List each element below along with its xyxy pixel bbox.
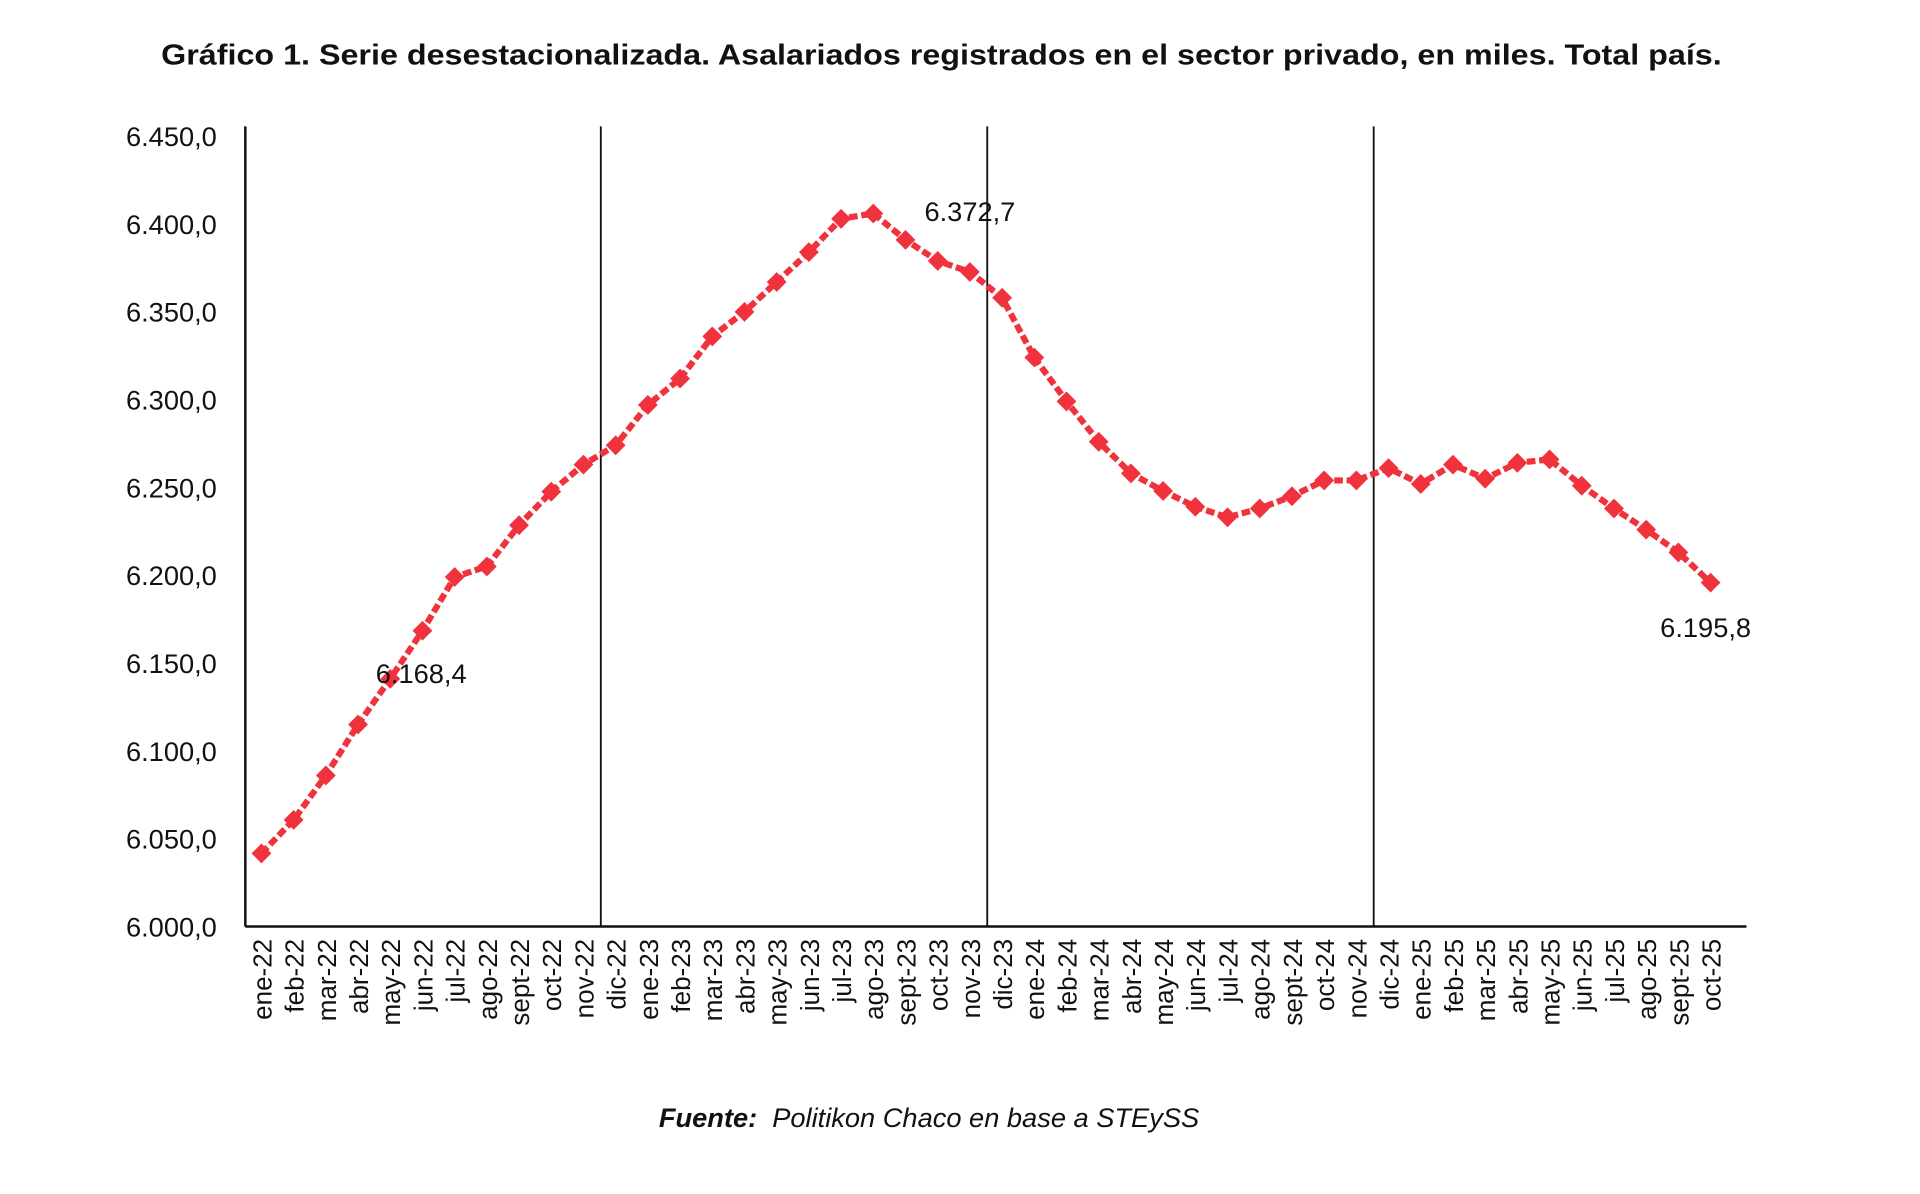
x-tick-label: ago-22: [473, 939, 503, 1020]
x-tick-label: oct-22: [537, 939, 567, 1011]
x-tick-label: jul-23: [827, 939, 857, 1004]
source-note: Fuente: Politikon Chaco en base a STEySS: [659, 1102, 1199, 1133]
data-point-ago-24: [1249, 498, 1270, 519]
data-point-jul-23: [831, 208, 852, 229]
x-tick-label: jul-24: [1213, 939, 1243, 1004]
x-tick-label: jul-22: [441, 939, 471, 1004]
data-point-oct-24: [1314, 470, 1335, 491]
data-point-mar-25: [1475, 468, 1496, 489]
series-line: [259, 210, 1713, 856]
data-point-jun-25: [1571, 475, 1592, 496]
data-point-sept-22: [509, 515, 529, 536]
x-tick-label: jun-25: [1568, 939, 1598, 1012]
x-tick-label: sept-25: [1664, 939, 1694, 1026]
data-point-abr-24: [1121, 463, 1141, 484]
data-point-oct-22: [541, 481, 562, 502]
x-tick-label: ene-24: [1020, 939, 1050, 1020]
data-point-may-25: [1539, 449, 1560, 470]
x-tick-label: nov-23: [956, 939, 986, 1018]
data-label: 6.168,4: [376, 658, 467, 689]
y-tick-label: 6.450,0: [126, 121, 217, 152]
x-tick-label: mar-24: [1085, 939, 1115, 1021]
data-point-jun-24: [1185, 496, 1206, 517]
x-tick-label: sept-22: [505, 939, 535, 1026]
x-tick-label: dic-24: [1374, 939, 1404, 1010]
x-tick-label: may-25: [1535, 939, 1565, 1026]
x-tick-label: oct-24: [1310, 939, 1340, 1011]
data-point-feb-25: [1443, 454, 1463, 475]
x-tick-label: feb-23: [666, 939, 696, 1013]
x-tick-label: feb-24: [1052, 939, 1082, 1013]
data-point-nov-23: [960, 262, 980, 282]
x-tick-label: jun-23: [795, 939, 825, 1012]
x-tick-label: feb-22: [280, 939, 310, 1013]
data-point-dic-24: [1378, 458, 1399, 479]
x-tick-label: jun-22: [408, 939, 438, 1012]
y-tick-label: 6.400,0: [126, 209, 217, 240]
x-tick-label: may-24: [1149, 939, 1179, 1026]
x-tick-label: ene-22: [247, 939, 277, 1020]
data-point-ene-23: [637, 395, 658, 415]
data-point-sept-24: [1282, 486, 1302, 507]
data-point-ago-22: [476, 556, 497, 577]
x-tick-label: abr-24: [1117, 939, 1147, 1014]
x-tick-label: abr-22: [344, 939, 374, 1014]
x-tick-label: sept-24: [1278, 939, 1308, 1026]
x-tick-label: dic-22: [602, 939, 632, 1010]
x-tick-label: nov-22: [569, 939, 599, 1018]
x-tick-label: mar-25: [1471, 939, 1501, 1021]
x-tick-label: may-23: [763, 939, 793, 1026]
data-point-jun-23: [798, 242, 819, 263]
data-point-feb-23: [670, 368, 690, 389]
data-point-abr-22: [348, 714, 368, 735]
y-tick-label: 6.050,0: [126, 824, 217, 855]
data-point-mar-22: [315, 765, 336, 786]
x-tick-label: dic-23: [988, 939, 1018, 1010]
y-tick-label: 6.300,0: [126, 385, 217, 416]
x-tick-label: ago-25: [1632, 939, 1662, 1020]
data-point-ene-25: [1410, 474, 1431, 494]
data-point-abr-23: [734, 301, 755, 322]
x-tick-label: abr-23: [730, 939, 760, 1014]
y-tick-label: 6.200,0: [126, 560, 217, 591]
x-tick-label: mar-23: [698, 939, 728, 1021]
x-tick-label: mar-22: [312, 939, 342, 1021]
y-tick-label: 6.150,0: [126, 648, 217, 679]
data-point-may-24: [1153, 481, 1174, 501]
y-tick-label: 6.250,0: [126, 472, 217, 503]
data-point-nov-24: [1346, 470, 1367, 491]
x-tick-label: ene-23: [634, 939, 664, 1020]
data-point-dic-23: [992, 287, 1013, 308]
x-tick-label: abr-25: [1503, 939, 1533, 1014]
y-tick-label: 6.350,0: [126, 297, 217, 328]
x-tick-label: jul-25: [1600, 939, 1630, 1004]
data-point-jul-25: [1604, 498, 1624, 519]
x-tick-label: sept-23: [891, 939, 921, 1026]
data-point-jul-24: [1217, 507, 1238, 528]
chart-title: Gráfico 1. Serie desestacionalizada. Asa…: [161, 39, 1722, 71]
x-tick-label: ago-24: [1246, 939, 1276, 1020]
y-tick-label: 6.100,0: [126, 736, 217, 767]
data-label: 6.195,8: [1660, 612, 1751, 643]
x-tick-label: oct-23: [924, 939, 954, 1011]
source-label: Fuente:: [659, 1102, 757, 1133]
source-text: Politikon Chaco en base a STEySS: [772, 1102, 1199, 1133]
x-tick-label: nov-24: [1342, 939, 1372, 1018]
data-point-jul-22: [444, 567, 465, 587]
x-tick-label: may-22: [376, 939, 406, 1026]
data-point-ene-22: [251, 843, 272, 864]
x-tick-label: ene-25: [1407, 939, 1437, 1020]
x-tick-label: ago-23: [859, 939, 889, 1020]
y-tick-label: 6.000,0: [126, 911, 217, 942]
data-point-abr-25: [1507, 452, 1528, 473]
data-point-ago-23: [863, 203, 884, 224]
data-point-feb-24: [1056, 391, 1077, 412]
data-label: 6.372,7: [924, 196, 1015, 227]
x-tick-label: feb-25: [1439, 939, 1469, 1013]
x-tick-label: oct-25: [1696, 939, 1726, 1011]
x-tick-label: jun-24: [1181, 939, 1211, 1012]
data-point-sept-25: [1668, 542, 1689, 563]
data-point-sept-23: [895, 229, 916, 250]
